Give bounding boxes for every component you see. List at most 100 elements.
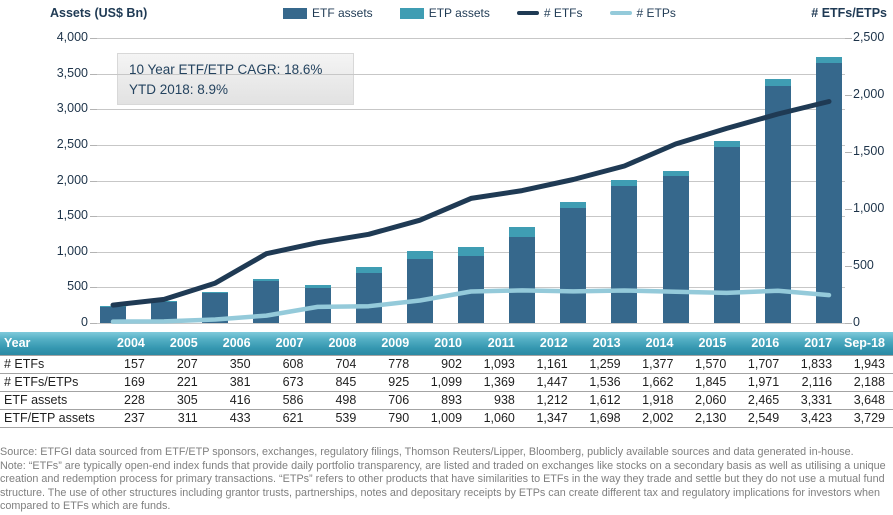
etp-assets-bar — [560, 202, 587, 209]
table-header-cell: 2005 — [152, 332, 206, 355]
gridline — [97, 38, 845, 39]
table-row-label: # ETFs/ETPs — [0, 372, 100, 391]
table-cell: 539 — [311, 408, 365, 428]
right-axis-tick-label: 0 — [853, 315, 860, 329]
etps-line — [110, 288, 832, 324]
table-cell: 416 — [205, 390, 259, 409]
table-head: Year 2004 2005 2006 2007 2008 2009 2010 2011 2012… — [0, 332, 893, 355]
table-cell: 3,729 — [840, 408, 893, 428]
etp-assets-bar — [253, 278, 280, 282]
table-cell: 228 — [100, 390, 153, 409]
table-cell: 893 — [417, 390, 471, 409]
legend-item-etfs-count: # ETFs — [516, 6, 583, 20]
etf-assets-bar — [662, 176, 689, 323]
left-axis-tick — [90, 73, 97, 75]
table-cell: 673 — [258, 372, 312, 391]
data-table-wrap: Year 2004 2005 2006 2007 2008 2009 2010 2011 2012… — [0, 332, 893, 428]
etp-assets-bar — [355, 266, 382, 273]
table-cell: 1,212 — [522, 390, 576, 409]
right-axis-tick-label: 2,500 — [853, 30, 885, 44]
etp-assets-bar — [509, 227, 536, 237]
legend-label-etps-count: # ETPs — [636, 6, 676, 20]
etf-assets-bar — [560, 208, 587, 323]
table-cell: 2,116 — [787, 372, 841, 391]
table-cell: 169 — [100, 372, 153, 391]
table-cell: 1,612 — [575, 390, 629, 409]
legend-item-etf-assets: ETF assets — [283, 6, 373, 20]
table-cell: 1,377 — [628, 354, 682, 373]
etp-assets-bar — [764, 79, 791, 86]
etf-assets-bar — [764, 85, 791, 323]
table-cell: 350 — [205, 354, 259, 373]
table-cell: 3,648 — [840, 390, 893, 409]
right-axis-tick — [845, 266, 852, 267]
etf-assets-bar — [406, 259, 433, 323]
plot-area: 10 Year ETF/ETP CAGR: 18.6% YTD 2018: 8.… — [97, 38, 845, 324]
etp-assets-bar — [662, 171, 689, 177]
cagr-annotation-box — [117, 53, 354, 105]
etf-assets-bar — [611, 186, 638, 323]
table-cell: 3,331 — [787, 390, 841, 409]
etf-assets-bar — [816, 63, 842, 323]
right-axis-tick — [845, 95, 852, 96]
chart-legend: ETF assets ETP assets # ETFs # ETPs — [283, 6, 676, 20]
table-cell: 1,570 — [681, 354, 735, 373]
table-header-cell: 2013 — [575, 332, 629, 355]
right-axis-title: # ETFs/ETPs — [811, 6, 887, 20]
table-cell: 1,833 — [787, 354, 841, 373]
gridline — [97, 180, 845, 182]
table-cell: 305 — [152, 390, 206, 409]
table-cell: 586 — [258, 390, 312, 409]
left-axis-tick-label: 1,500 — [56, 208, 88, 223]
etps-line-swatch — [609, 10, 632, 16]
table-body: # ETFs 157 207 350 608 704 778 902 1,093 1,161 1,2… — [0, 354, 893, 428]
table-header-cell: 2011 — [470, 332, 523, 355]
table-cell: 237 — [100, 408, 153, 428]
table-row: # ETFs 157 207 350 608 704 778 902 1,093 1,161 1,2… — [0, 354, 893, 373]
table-cell: 2,465 — [734, 390, 788, 409]
table-header-row: Year 2004 2005 2006 2007 2008 2009 2010 2011 2012… — [0, 332, 893, 355]
etf-assets-swatch — [283, 7, 307, 19]
table-header-cell: 2004 — [100, 332, 153, 355]
right-axis-tick-label: 1,000 — [853, 201, 885, 215]
etp-assets-bar — [713, 141, 740, 148]
bars-layer — [97, 38, 845, 323]
etfs-line — [110, 99, 832, 308]
right-axis-tick — [845, 38, 852, 39]
left-axis-tick-label: 2,000 — [56, 172, 88, 187]
table-header-cell: 2010 — [417, 332, 471, 355]
table-header-cell: 2017 — [787, 332, 841, 355]
gridline — [97, 109, 845, 111]
data-table: Year 2004 2005 2006 2007 2008 2009 2010 2011 2012… — [0, 332, 893, 428]
lines-layer — [110, 99, 832, 324]
table-cell: 2,188 — [840, 372, 893, 391]
table-cell: 902 — [417, 354, 471, 373]
etp-assets-swatch — [399, 7, 424, 19]
left-axis-title: Assets (US$ Bn) — [50, 6, 148, 20]
table-row: ETF/ETP assets 237 311 433 621 539 790 1,009 1,0… — [0, 408, 893, 428]
table-header-cell: Sep-18 — [840, 332, 893, 355]
left-axis-tick — [90, 251, 97, 253]
table-header-cell: Year — [0, 332, 100, 355]
table-header-cell: 2009 — [364, 332, 418, 355]
legend-item-etp-assets: ETP assets — [399, 6, 490, 20]
table-cell: 1,093 — [470, 354, 523, 373]
table-cell: 1,009 — [417, 408, 471, 428]
table-row: ETF assets 228 305 416 586 498 706 893 938 1,212 1… — [0, 390, 893, 409]
table-cell: 704 — [311, 354, 365, 373]
table-cell: 1,060 — [470, 408, 523, 428]
etf-assets-bar — [151, 301, 178, 323]
legend-item-etps-count: # ETPs — [609, 6, 676, 20]
gridline — [97, 323, 845, 324]
etf-assets-bar — [509, 236, 536, 323]
etp-assets-bar — [406, 251, 433, 260]
table-cell: 1,698 — [575, 408, 629, 428]
right-axis-tick — [845, 209, 852, 210]
left-axis-tick — [90, 323, 97, 324]
table-cell: 790 — [364, 408, 418, 428]
table-header-cell: 2007 — [258, 332, 312, 355]
ytd-line: YTD 2018: 8.9% — [129, 82, 229, 97]
left-axis-tick-label: 0 — [81, 315, 88, 329]
etp-assets-bar — [458, 247, 484, 257]
